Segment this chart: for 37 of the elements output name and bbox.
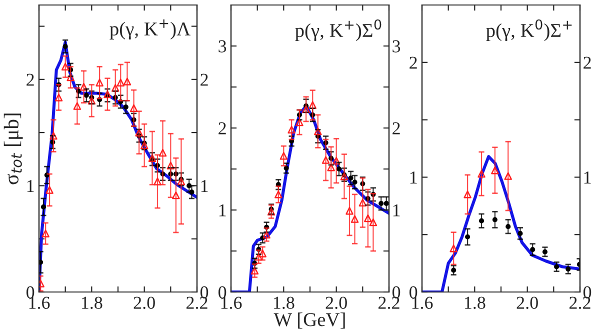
x-tick-label: 1.6: [412, 296, 433, 309]
y-tick-label: 1: [27, 180, 34, 192]
y2-tick-label: 1: [201, 180, 208, 192]
y2-tick-label: 1: [393, 204, 400, 216]
x-tick-label: 2.2: [378, 296, 400, 309]
y-tick-label: 0: [218, 286, 226, 298]
text: p(γ, K$^{0}$)Σ$^{+}$: [486, 19, 572, 42]
y-axis-title: σ$_{tot}$ [μb]: [4, 114, 23, 184]
y2-tick-label: 0: [583, 286, 592, 298]
text: 2.0: [516, 296, 538, 309]
text: p(γ, K$^{+}$)Σ$^{0}$: [295, 19, 382, 42]
x-tick-label: 2.2: [570, 296, 590, 309]
y2-tick-label: 3: [392, 40, 400, 52]
y-tick-label: 2: [410, 56, 417, 69]
y-tick-label: 3: [218, 40, 226, 52]
y2-tick-label: 2: [200, 74, 208, 86]
y2-tick-label: 2: [584, 56, 591, 69]
text: 2.0: [134, 296, 155, 309]
y-tick-label: 2: [26, 74, 34, 86]
text: 2.0: [326, 296, 347, 309]
y-tick-label: 0: [409, 286, 418, 298]
x-tick-label: 1.8: [464, 296, 486, 309]
x-tick-label: 2.2: [186, 296, 208, 309]
y-tick-label: 1: [219, 204, 226, 216]
y2-tick-label: 2: [392, 122, 400, 134]
y2-tick-label: 1: [584, 172, 591, 184]
x-tick-label: 1.6: [29, 296, 50, 309]
y-tick-label: 1: [410, 172, 417, 184]
y-tick-label: 2: [218, 122, 226, 134]
x-tick-label: 1.8: [274, 296, 294, 309]
x-tick-label: 1.8: [82, 296, 102, 309]
y2-tick-label: 0: [200, 286, 208, 298]
x-tick-label: 1.6: [221, 296, 242, 309]
x-axis-title: W [GeV]: [274, 312, 345, 329]
y-tick-label: 0: [26, 286, 34, 298]
text: p(γ, K$^{+}$)Λ: [110, 19, 190, 40]
y2-tick-label: 0: [392, 286, 400, 298]
